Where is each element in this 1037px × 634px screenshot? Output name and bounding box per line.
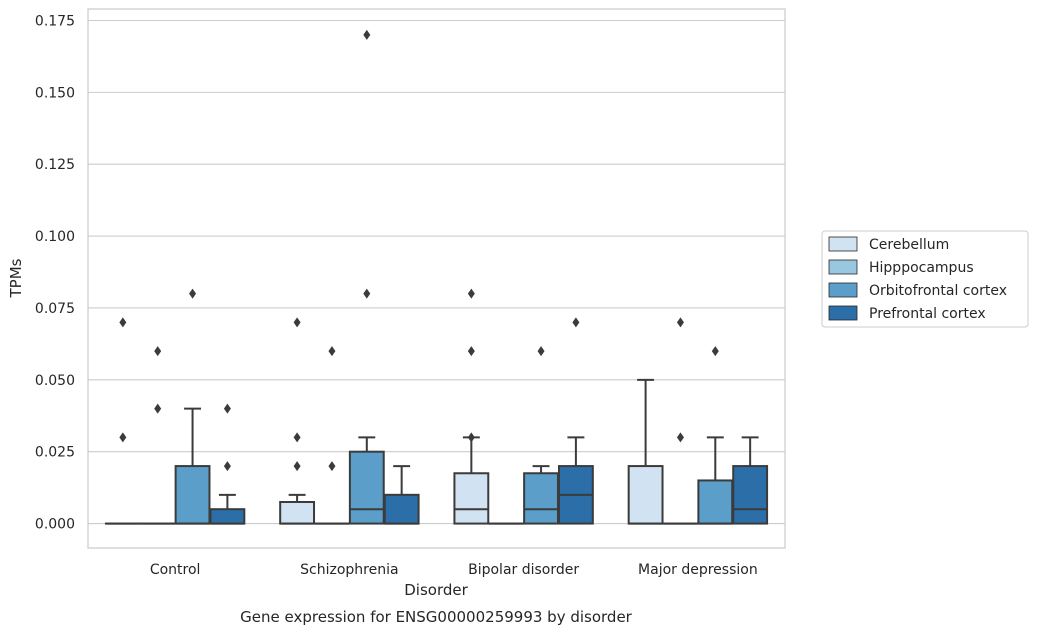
y-tick-label: 0.100 [35,229,75,245]
box [453,436,490,525]
outlier-point [467,346,475,357]
box-body [732,465,769,525]
box-body [453,472,490,525]
outlier-point [189,288,197,299]
outlier-point [154,403,162,414]
outliers [119,29,719,472]
legend-swatch [828,236,858,252]
outlier-point [467,432,475,443]
outlier-point [293,317,301,328]
box-body [348,450,385,525]
outlier-point [572,317,580,328]
box [348,436,385,525]
outlier-point [119,317,127,328]
x-tick-label: Schizophrenia [300,562,398,578]
legend-frame [821,230,1029,328]
x-tick-label: Control [150,562,201,578]
box [279,493,316,525]
box [209,493,246,525]
box-body [523,472,559,525]
box [523,465,559,525]
legend-label: Orbitofrontal cortex [869,283,1007,299]
outlier-point [363,288,371,299]
outlier-point [537,346,545,357]
box-body [383,493,420,525]
outlier-point [676,317,684,328]
x-tick-label: Bipolar disorder [468,562,579,578]
box [697,436,734,525]
box [174,407,211,525]
outlier-point [223,403,231,414]
x-axis-label: Disorder [404,581,468,599]
legend: Cerebellum Hipppocampus Orbitofrontal cort… [821,230,1029,328]
outlier-point [711,346,719,357]
legend-label: Cerebellum [869,237,949,253]
y-axis-label: TPMs [7,258,25,298]
box [557,436,594,525]
box [732,436,769,525]
box-body [627,465,664,525]
box-body [279,501,316,525]
grid-lines [88,19,785,525]
legend-label: Prefrontal cortex [869,306,986,322]
outlier-point [119,432,127,443]
outlier-point [328,461,336,472]
outlier-point [293,432,301,443]
y-tick-label: 0.175 [35,13,75,29]
outlier-point [467,288,475,299]
outlier-point [328,346,336,357]
box [383,465,420,525]
y-tick-label: 0.025 [35,445,75,461]
box-body [697,479,734,525]
outlier-point [363,29,371,40]
legend-swatch [828,259,858,275]
box-body [174,465,211,525]
x-tick-label: Major depression [638,562,758,578]
y-tick-label: 0.000 [35,517,75,533]
outlier-point [223,461,231,472]
chart-caption: Gene expression for ENSG00000259993 by d… [240,608,633,626]
y-tick-label: 0.150 [35,85,75,101]
outlier-point [676,432,684,443]
outlier-point [293,461,301,472]
box-body [209,508,246,525]
y-tick-label: 0.050 [35,373,75,389]
legend-swatch [828,282,858,298]
box [627,378,664,525]
x-axis-ticks: Control Schizophrenia Bipolar disorder Majo… [150,562,758,578]
legend-swatch [828,305,858,321]
y-tick-label: 0.075 [35,301,75,317]
legend-label: Hipppocampus [869,260,974,276]
y-axis-ticks: 0.000 0.025 0.050 0.075 0.100 0.125 0.150 0.175 [35,13,75,532]
outlier-point [154,346,162,357]
y-tick-label: 0.125 [35,157,75,173]
boxes [104,378,769,525]
plot-area-frame [87,8,786,549]
